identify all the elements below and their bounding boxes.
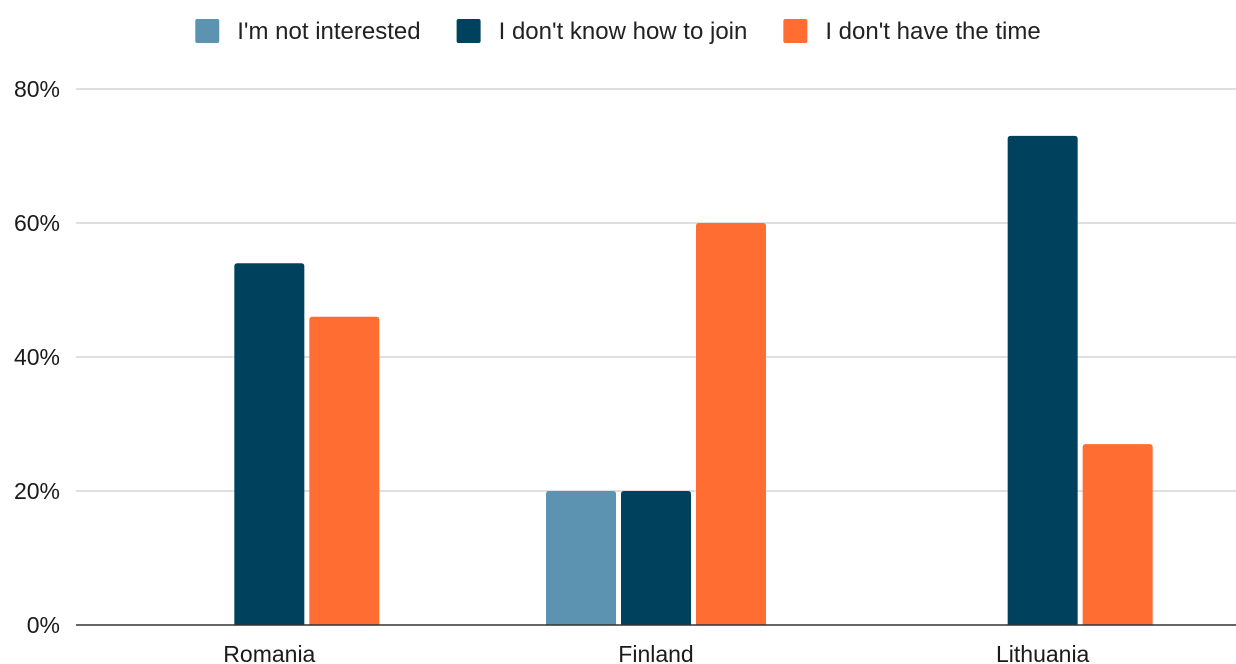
y-tick-label: 0% <box>27 612 60 638</box>
x-tick-label: Lithuania <box>996 641 1090 664</box>
chart-legend: I'm not interested I don't know how to jo… <box>195 18 1041 45</box>
bar-finland-series-2 <box>621 491 691 625</box>
x-axis-tick-labels: Romania Finland Lithuania <box>223 641 1089 664</box>
legend-swatch <box>783 19 808 43</box>
bar-finland-series-1 <box>546 491 616 625</box>
y-tick-label: 60% <box>14 210 60 236</box>
x-tick-label: Romania <box>223 641 315 664</box>
legend-swatch <box>456 19 481 43</box>
bar-lithuania-series-3 <box>1082 444 1153 625</box>
x-tick-label: Finland <box>618 641 693 664</box>
y-tick-label: 20% <box>14 478 60 504</box>
bar-series <box>234 135 1153 625</box>
legend-item: I'm not interested <box>195 18 421 45</box>
legend-label: I'm not interested <box>237 18 420 45</box>
bar-romania-series-3 <box>309 316 380 625</box>
bar-finland-series-3 <box>696 223 766 625</box>
legend-label: I don't know how to join <box>499 18 748 45</box>
y-tick-label: 80% <box>14 76 60 102</box>
bar-romania-series-2 <box>234 263 305 625</box>
y-tick-label: 40% <box>14 344 60 370</box>
legend-label: I don't have the time <box>825 18 1040 45</box>
y-axis-tick-labels: 0% 20% 40% 60% 80% <box>14 76 60 638</box>
legend-swatch <box>195 19 220 43</box>
legend-item: I don't know how to join <box>456 18 748 45</box>
legend-item: I don't have the time <box>783 18 1041 45</box>
bar-lithuania-series-2 <box>1007 135 1078 625</box>
